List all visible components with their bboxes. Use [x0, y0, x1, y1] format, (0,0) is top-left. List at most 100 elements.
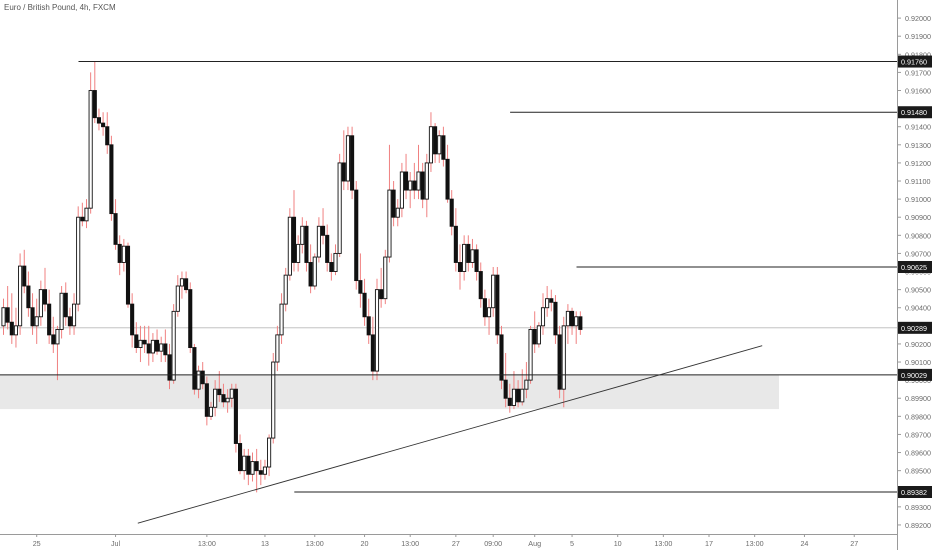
candle-body-down — [350, 135, 355, 191]
candle-body-up — [1, 307, 6, 327]
candle-body-up — [179, 278, 185, 287]
candle-body-up — [279, 303, 284, 336]
candle-body-down — [237, 443, 243, 472]
candle-body-up — [13, 325, 19, 336]
candle-body-down — [96, 117, 101, 124]
candle-body-up — [18, 265, 23, 327]
price-label-text: 0.89382 — [901, 488, 927, 497]
candle-body-up — [208, 406, 214, 417]
trendline — [137, 345, 763, 524]
y-tick-label: 0.90700 — [905, 249, 931, 258]
candles-group — [1, 61, 583, 493]
candle-body-down — [466, 243, 471, 263]
chart-title: Euro / British Pound, 4h, FXCM — [4, 3, 116, 12]
x-tick-label: 5 — [570, 539, 574, 548]
candle-body-down — [366, 316, 371, 336]
y-tick-label: 0.89700 — [905, 430, 931, 439]
candle-body-up — [565, 310, 570, 327]
price-label-text: 0.91760 — [901, 58, 927, 67]
y-tick-label: 0.90100 — [905, 358, 931, 367]
price-label-text: 0.90625 — [901, 263, 927, 272]
candle-body-up — [424, 162, 429, 200]
candle-body-down — [441, 135, 446, 160]
y-tick-label: 0.91800 — [905, 50, 931, 59]
candle-body-down — [192, 347, 197, 390]
candle-body-down — [101, 122, 106, 128]
candle-body-up — [229, 388, 234, 399]
candle-body-up — [171, 310, 176, 381]
candle-body-down — [379, 289, 384, 300]
y-tick-label: 0.91300 — [905, 141, 931, 150]
candle-body-up — [416, 171, 421, 191]
x-tick-label: 27 — [452, 539, 460, 548]
candle-body-down — [495, 274, 500, 336]
candle-body-up — [337, 162, 342, 254]
candle-body-up — [395, 207, 400, 218]
y-tick-label: 0.90400 — [905, 304, 931, 313]
support-zone-group — [0, 327, 897, 410]
candle-body-up — [76, 216, 81, 305]
x-tick-label: 20 — [361, 539, 369, 548]
candle-body-down — [358, 280, 363, 294]
candle-body-down — [503, 379, 508, 399]
price-labels-group: 0.91760 0.91480 0.90625 0.90289 0.90029 0.893… — [898, 55, 932, 499]
candle-body-up — [528, 329, 533, 381]
candle-body-down — [370, 334, 375, 372]
candle-body-up — [345, 135, 351, 182]
candle-body-down — [254, 461, 259, 472]
candle-body-down — [420, 171, 425, 200]
candle-body-up — [561, 325, 566, 390]
candle-body-down — [233, 388, 238, 444]
candle-body-down — [325, 234, 330, 263]
candle-body-down — [291, 216, 297, 263]
candle-body-up — [470, 249, 475, 263]
candle-body-up — [540, 307, 546, 327]
x-tick-label: 17 — [705, 539, 713, 548]
candle-body-down — [26, 285, 31, 309]
candle-body-up — [462, 243, 467, 272]
candle-body-down — [105, 126, 110, 146]
candle-body-up — [242, 455, 247, 472]
candle-body-down — [258, 470, 263, 475]
candle-body-down — [204, 383, 209, 417]
candle-body-down — [130, 303, 135, 336]
candle-body-up — [374, 289, 380, 372]
y-tick-label: 0.91000 — [905, 195, 931, 204]
candle-body-down — [80, 216, 85, 222]
candle-body-up — [524, 379, 529, 390]
candle-body-up — [408, 180, 413, 191]
candle-body-up — [262, 466, 268, 475]
candle-body-down — [221, 394, 226, 403]
candle-body-down — [51, 334, 56, 345]
candle-body-down — [412, 180, 417, 191]
price-label-text: 0.90289 — [901, 324, 927, 333]
candle-body-down — [30, 307, 35, 327]
candle-body-up — [283, 274, 288, 305]
candle-body-up — [121, 245, 126, 263]
candle-body-up — [275, 334, 280, 363]
candle-body-up — [34, 316, 39, 327]
candle-body-up — [545, 298, 550, 309]
candle-body-down — [507, 397, 512, 406]
price-label-box — [898, 261, 932, 273]
candle-body-up — [175, 285, 180, 312]
x-tick-label: 13:00 — [746, 539, 764, 548]
candle-body-up — [300, 225, 305, 245]
candle-body-down — [154, 339, 160, 352]
candle-body-up — [55, 329, 60, 345]
candle-body-up — [316, 225, 321, 258]
candle-body-down — [516, 388, 521, 403]
x-tick-label: 09:00 — [484, 539, 502, 548]
candle-body-down — [146, 343, 151, 354]
candle-body-down — [321, 225, 326, 236]
price-label-box — [898, 321, 932, 334]
y-tick-label: 0.89500 — [905, 467, 931, 476]
candle-body-down — [92, 90, 97, 119]
candle-body-up — [312, 256, 317, 287]
candle-body-down — [67, 316, 72, 327]
candle-body-down — [184, 278, 189, 291]
candle-body-up — [387, 189, 392, 258]
candle-body-up — [84, 207, 89, 222]
candle-body-up — [71, 303, 77, 327]
